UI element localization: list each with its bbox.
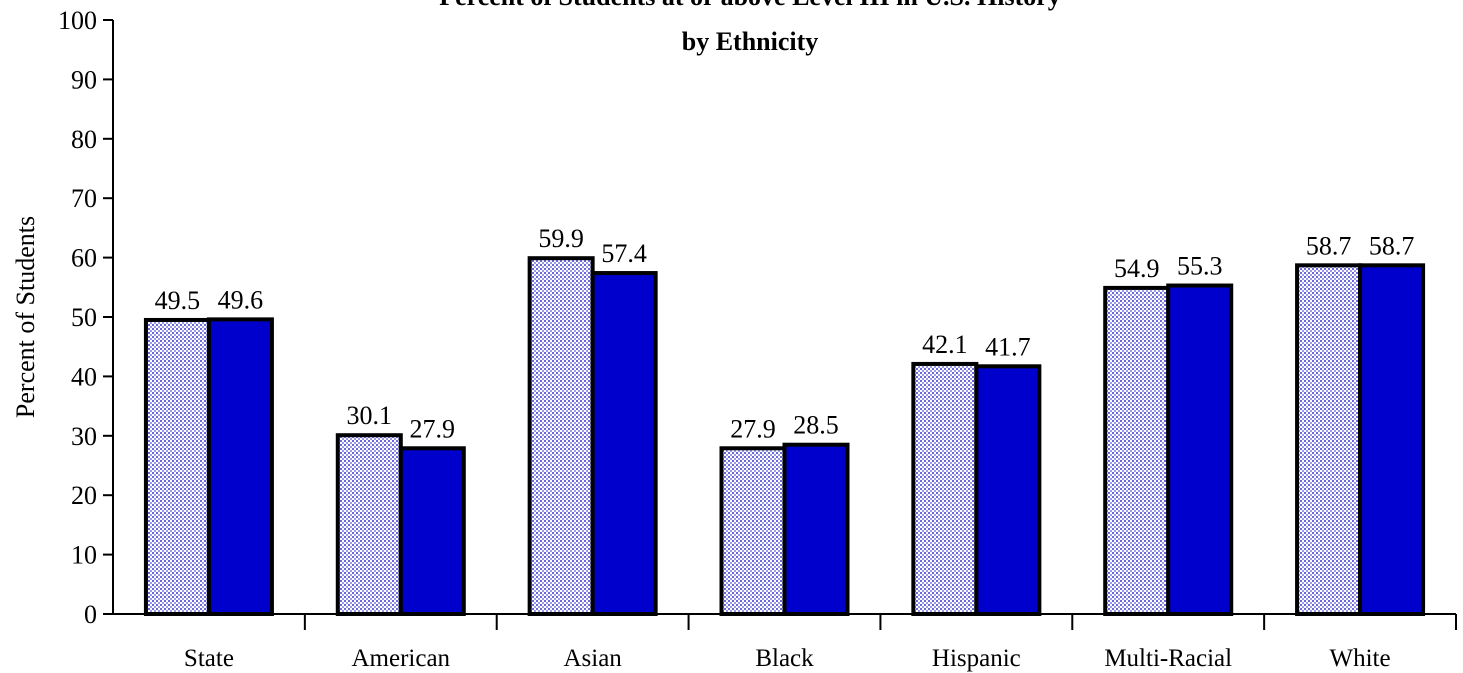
category-label: Asian (563, 645, 622, 672)
chart-subtitle: by Ethnicity (682, 27, 819, 56)
bar-value-label: 58.7 (1369, 231, 1415, 260)
bar-value-label: 57.4 (601, 239, 647, 268)
bar-value-label: 54.9 (1114, 254, 1160, 283)
bar-dotted-state (143, 317, 211, 616)
x-axis-ticks (303, 614, 1457, 630)
y-tick-label: 100 (58, 6, 97, 35)
category-label: State (184, 645, 234, 672)
bar-value-label: 59.9 (538, 224, 584, 253)
bar-solid-american (398, 446, 466, 616)
category-label: Black (755, 645, 814, 672)
bar-solid-black (782, 442, 850, 616)
y-axis-ticks: 0 10 20 30 40 50 60 70 80 90 100 (58, 6, 113, 629)
bar-dotted-hispanic (911, 361, 979, 616)
y-tick-label: 80 (71, 125, 97, 154)
y-tick-label: 50 (71, 303, 97, 332)
bar-value-label: 49.6 (218, 285, 264, 314)
bar-value-label: 42.1 (922, 330, 968, 359)
bar-dotted-asian (527, 256, 595, 616)
bar-value-label: 41.7 (985, 332, 1031, 361)
y-tick-label: 90 (71, 65, 97, 94)
value-labels: 49.5 49.6 30.1 27.9 59.9 57.4 27.9 28.5 42.1 41.7… (155, 224, 1415, 443)
category-labels: State American Asian Black Hispanic Multi-Rac… (184, 645, 1391, 672)
bar-value-label: 49.5 (155, 286, 201, 315)
y-tick-label: 20 (71, 481, 97, 510)
category-label: Hispanic (932, 645, 1021, 672)
chart-title: Percent of Students at or above Level II… (439, 0, 1061, 11)
y-tick-label: 60 (71, 244, 97, 273)
bar-value-label: 28.5 (793, 411, 839, 440)
bar-dotted-multi-racial (1103, 285, 1171, 616)
y-axis-label: Percent of Students (11, 216, 40, 418)
category-label: Multi-Racial (1104, 645, 1232, 672)
y-tick-label: 0 (84, 600, 97, 629)
bars (143, 256, 1426, 616)
bar-value-label: 30.1 (347, 401, 393, 430)
bar-value-label: 55.3 (1177, 252, 1223, 281)
bar-value-label: 58.7 (1306, 231, 1352, 260)
bar-solid-state (206, 317, 274, 616)
bar-dotted-american (335, 433, 403, 616)
bar-dotted-white (1295, 263, 1363, 616)
bar-solid-hispanic (974, 364, 1042, 616)
category-label: American (352, 645, 451, 672)
category-label: White (1330, 645, 1391, 672)
y-tick-label: 70 (71, 184, 97, 213)
bar-value-label: 27.9 (730, 414, 776, 443)
bar-dotted-black (719, 446, 787, 616)
y-tick-label: 10 (71, 541, 97, 570)
y-tick-label: 40 (71, 362, 97, 391)
bar-solid-asian (590, 271, 658, 616)
bar-value-label: 27.9 (410, 414, 456, 443)
y-tick-label: 30 (71, 422, 97, 451)
bar-solid-white (1358, 263, 1426, 616)
bar-solid-multi-racial (1166, 283, 1234, 616)
